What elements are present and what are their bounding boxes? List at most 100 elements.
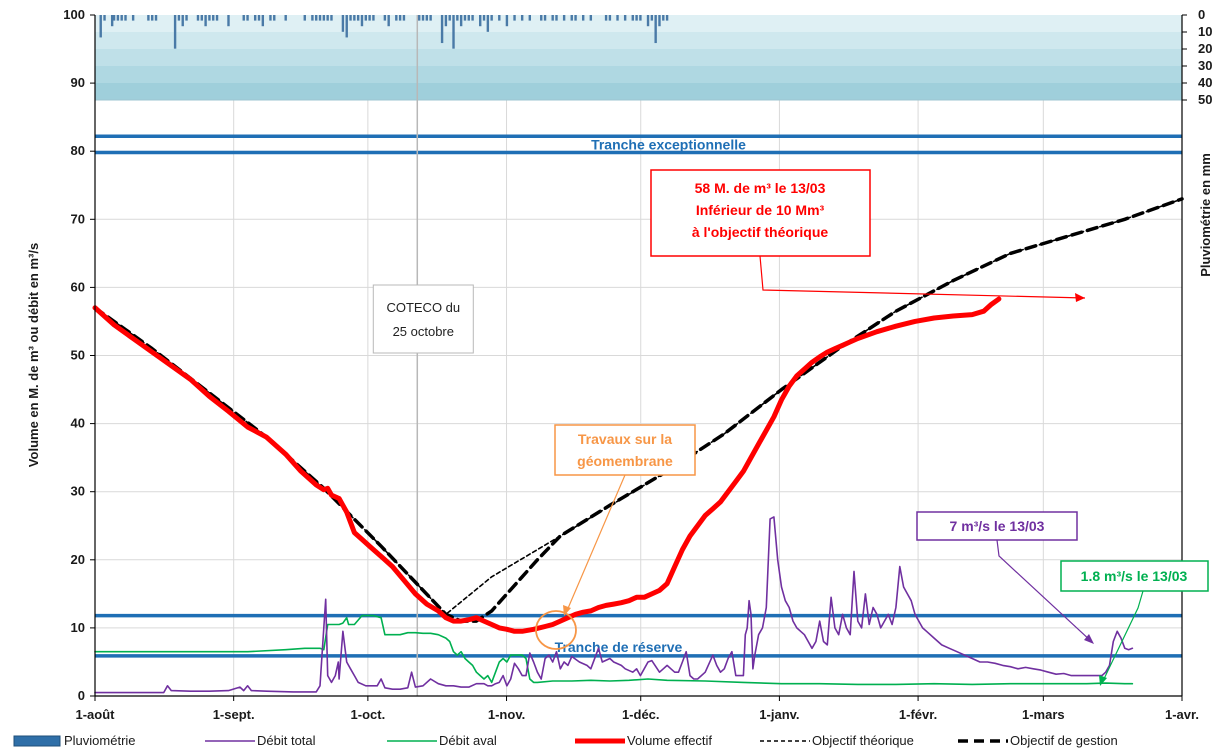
travaux-annotation-text: géomembrane <box>577 453 673 469</box>
rain-bar <box>395 15 398 21</box>
travaux-annotation-text: Travaux sur la <box>578 431 672 447</box>
rain-bar <box>646 15 650 27</box>
rain-bar <box>124 15 127 21</box>
rain-bar <box>448 15 451 21</box>
y2-tick-label: 20 <box>1198 41 1212 56</box>
rain-bar <box>212 15 215 21</box>
volume-annotation-arrow <box>759 255 1086 299</box>
rain-bar <box>417 15 421 21</box>
rain-bar <box>581 15 585 21</box>
rain-bar <box>147 15 150 21</box>
rain-bar <box>570 15 573 21</box>
rain-bar <box>528 15 531 21</box>
rain-band-row <box>95 66 1182 83</box>
legend: Pluviométrie Débit total Débit aval Volume … <box>13 733 1118 748</box>
x-tick-label: 1-mars <box>1022 707 1065 722</box>
rain-bar <box>322 15 326 21</box>
legend-item-objectif-de-gestion: Objectif de gestion <box>958 733 1118 748</box>
legend-label: Objectif théorique <box>812 733 914 748</box>
legend-label: Débit total <box>257 733 316 748</box>
rain-bar <box>120 15 123 21</box>
rain-bar <box>181 15 184 27</box>
rain-bar <box>604 15 608 21</box>
x-tick-label: 1-sept. <box>213 707 255 722</box>
rain-bar <box>372 15 375 21</box>
rain-bar <box>341 15 345 32</box>
y-tick-label: 40 <box>71 416 85 431</box>
rain-bar <box>112 15 116 21</box>
y2-axis-title: Pluviométrie en mm <box>1198 153 1213 277</box>
debit-total-annotation-box <box>916 511 1078 541</box>
legend-swatch <box>13 735 61 747</box>
rain-bar <box>208 15 211 21</box>
rain-bar <box>589 15 593 21</box>
rain-bar <box>623 15 627 21</box>
legend-item-d-bit-aval: Débit aval <box>387 733 497 748</box>
travaux-annotation-arrow <box>565 474 626 614</box>
volume-annotation-box <box>650 169 871 257</box>
legend-item-d-bit-total: Débit total <box>205 733 316 748</box>
coteco-label: COTECO du <box>386 300 460 315</box>
x-tick-label: 1-oct. <box>351 707 386 722</box>
legend-label: Objectif de gestion <box>1010 733 1118 748</box>
y-tick-label: 0 <box>78 688 85 703</box>
reference-line-label: Tranche exceptionnelle <box>591 137 746 153</box>
series-d-bit-aval <box>94 614 1134 686</box>
rain-bar <box>368 15 371 21</box>
y-tick-label: 70 <box>71 211 85 226</box>
rain-bar <box>574 15 577 21</box>
rain-bar <box>383 15 387 21</box>
rain-bar <box>402 15 406 21</box>
pluviometrie-bars <box>99 15 669 49</box>
y-tick-label: 30 <box>71 484 85 499</box>
y-tick-label: 60 <box>71 279 85 294</box>
rain-bar <box>116 15 120 21</box>
legend-item-pluviom-trie: Pluviométrie <box>13 733 136 748</box>
legend-item-volume-effectif: Volume effectif <box>575 733 712 748</box>
rain-bar <box>173 15 177 49</box>
rain-band-row <box>95 49 1182 66</box>
rain-bar <box>467 15 470 21</box>
rain-bar <box>353 15 356 21</box>
rain-bar <box>103 15 106 21</box>
rain-bar <box>543 15 547 21</box>
rain-bar <box>540 15 543 21</box>
rain-bar <box>639 15 642 21</box>
debit-aval-annotation-arrow <box>1101 590 1144 684</box>
rain-bar <box>257 15 261 21</box>
debit-total-annotation-arrow <box>996 539 1093 643</box>
rain-bar <box>200 15 203 21</box>
rain-bar <box>99 15 102 38</box>
rain-bar <box>513 15 516 21</box>
rain-bar <box>246 15 249 21</box>
rain-bar <box>356 15 360 21</box>
rain-bar <box>315 15 318 21</box>
rain-bar <box>452 15 455 49</box>
rain-bar <box>555 15 558 21</box>
rain-bar <box>227 15 230 27</box>
rain-bar <box>177 15 181 21</box>
y-axis-title: Volume en M. de m³ ou débit en m³/s <box>26 243 41 467</box>
series-d-bit-total <box>94 516 1134 694</box>
rain-bar <box>562 15 566 21</box>
y2-tick-label: 30 <box>1198 58 1212 73</box>
rain-bar <box>650 15 654 21</box>
coteco-label: 25 octobre <box>393 324 454 339</box>
rain-bar <box>364 15 367 21</box>
rain-bar <box>360 15 364 27</box>
reference-line-label: Tranche de réserve <box>555 639 683 655</box>
legend-item-objectif-th-orique: Objectif théorique <box>760 733 914 748</box>
rain-bar <box>490 15 493 21</box>
rain-bar <box>303 15 306 21</box>
volume-arrow-head <box>1075 293 1085 302</box>
rain-bar <box>425 15 429 21</box>
rain-bar <box>479 15 482 27</box>
rain-bar <box>551 15 554 21</box>
rain-bar <box>242 15 245 21</box>
rain-bar <box>345 15 348 38</box>
travaux-circle <box>535 610 577 650</box>
series-volume-effectif <box>92 296 1002 634</box>
